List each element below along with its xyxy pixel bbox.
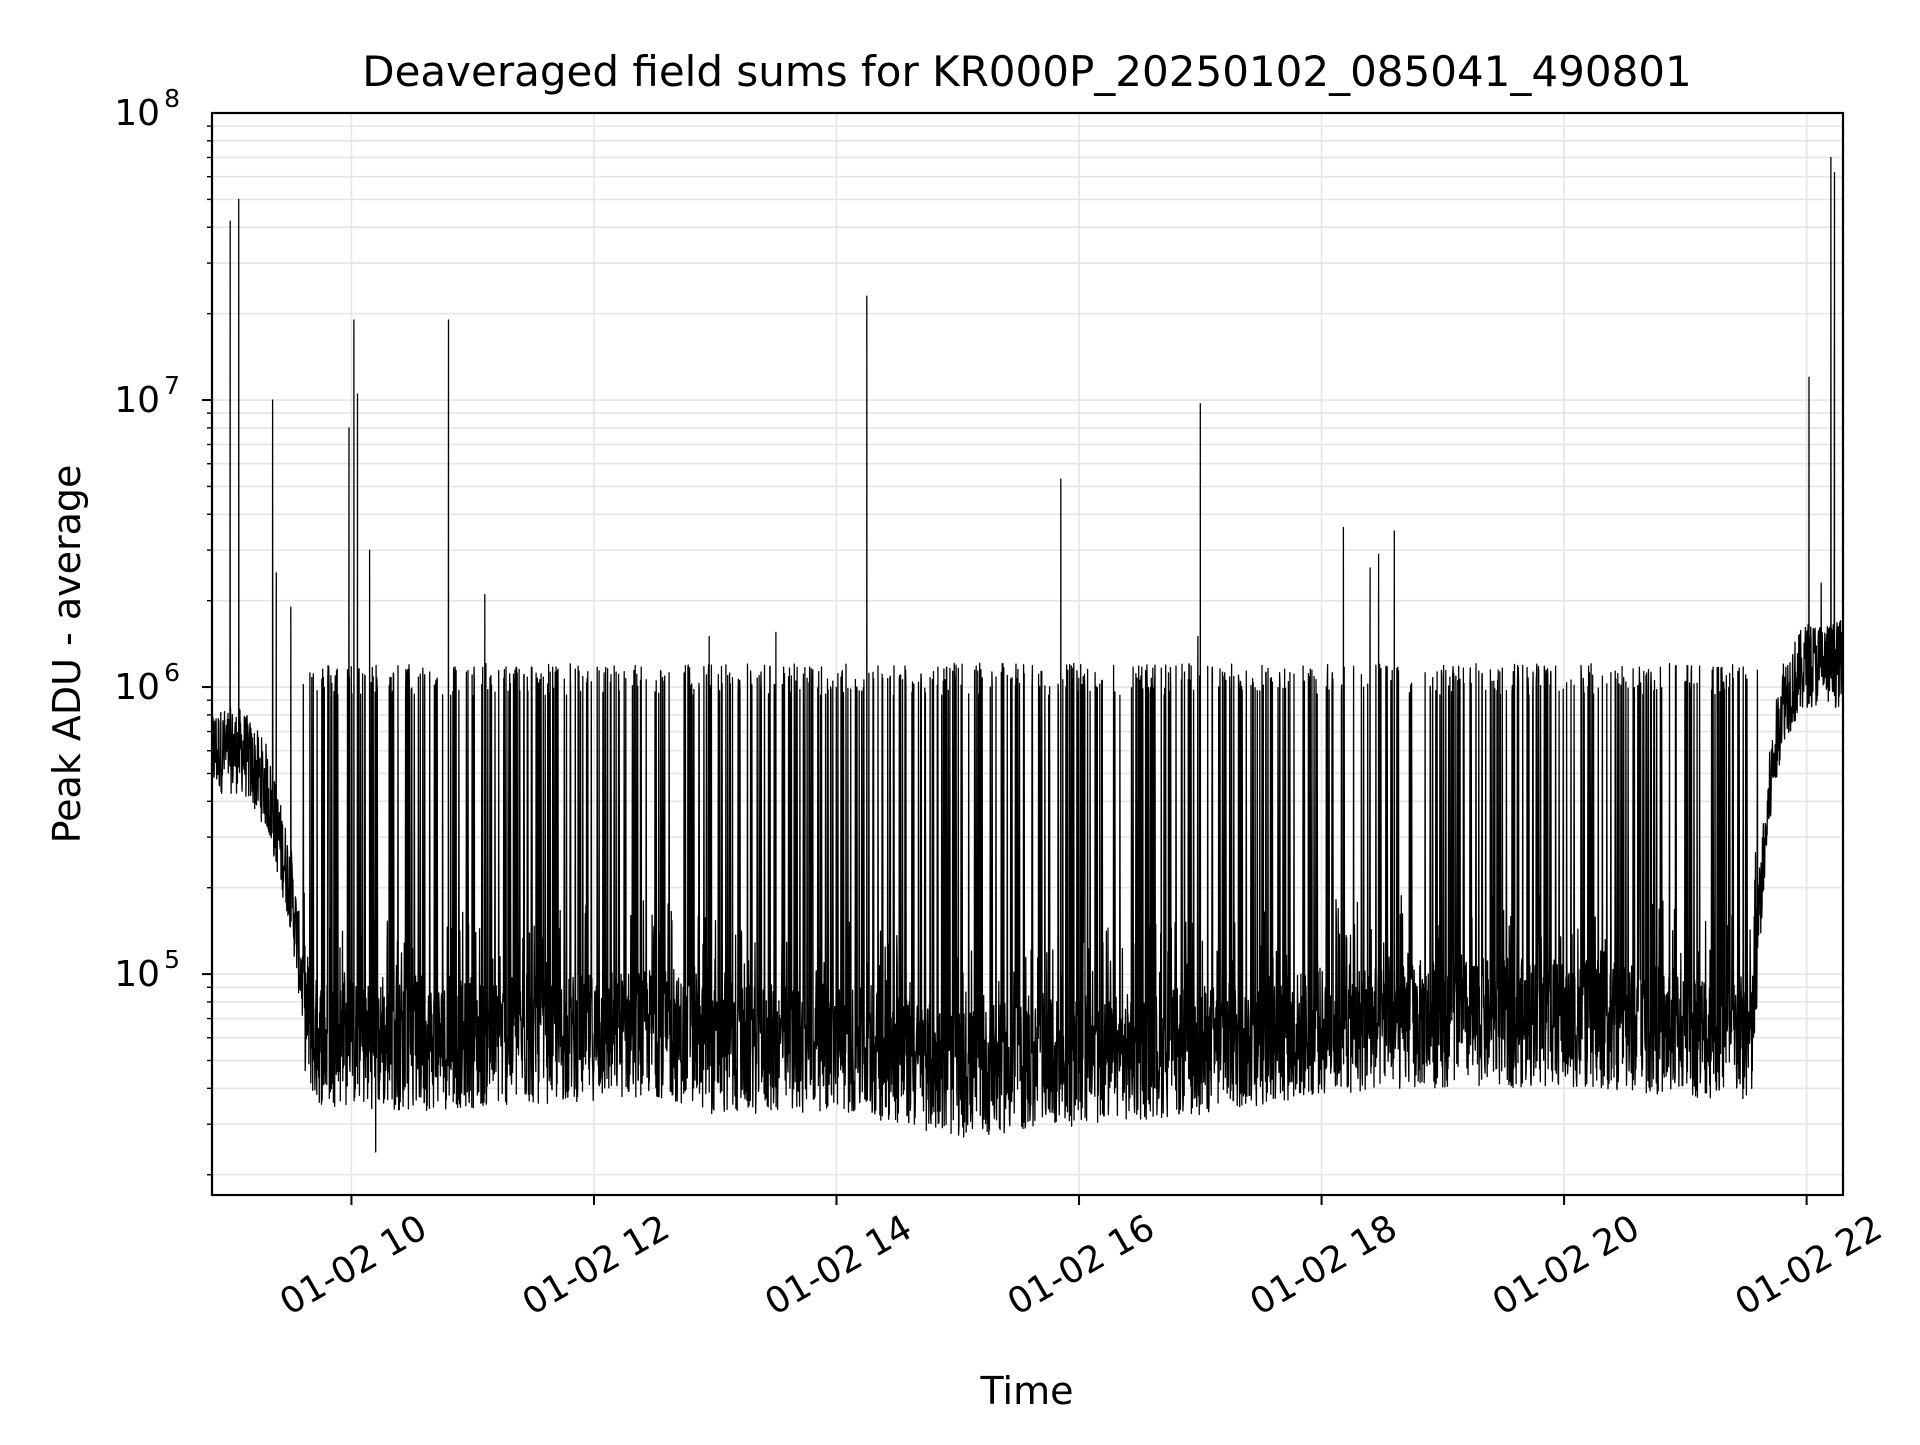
y-tick-label: 10 xyxy=(114,93,160,134)
series-line xyxy=(212,156,1843,1153)
y-tick-exponent: 8 xyxy=(164,84,180,113)
y-tick-exponent: 5 xyxy=(164,945,180,974)
y-axis-label: Peak ADU - average xyxy=(45,465,89,844)
x-axis-label: Time xyxy=(980,1369,1074,1413)
data-layer xyxy=(212,156,1843,1153)
y-tick-exponent: 6 xyxy=(164,658,180,687)
chart-title: Deaveraged field sums for KR000P_2025010… xyxy=(362,47,1692,96)
y-tick-label: 10 xyxy=(114,954,160,995)
y-tick-label: 10 xyxy=(114,380,160,421)
plot-frame xyxy=(210,111,1845,1197)
y-tick-label: 10 xyxy=(114,667,160,708)
y-tick-exponent: 7 xyxy=(164,371,180,400)
